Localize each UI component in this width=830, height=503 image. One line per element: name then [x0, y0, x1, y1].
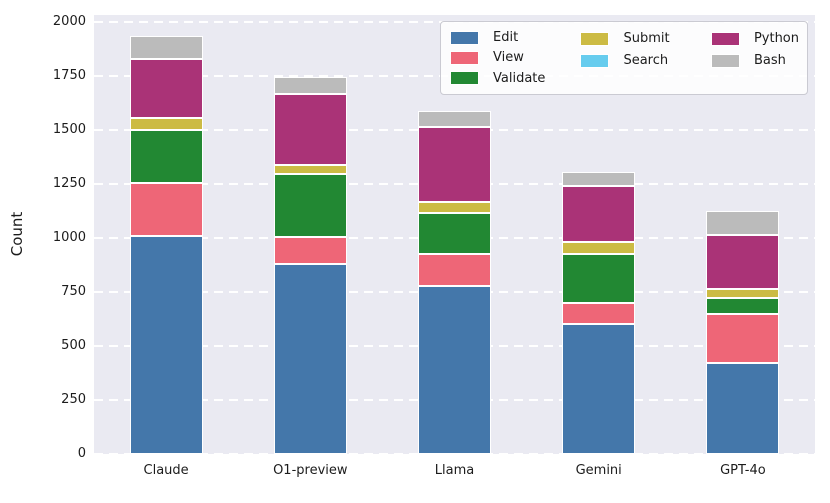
legend-label: Edit	[493, 30, 519, 46]
legend-label: Validate	[493, 70, 546, 86]
bar-segment-validate-llama	[418, 213, 491, 255]
bar-segment-validate-claude	[129, 129, 203, 183]
y-tick-label: 1500	[52, 121, 86, 137]
legend-item-submit: Submit	[580, 28, 710, 49]
y-tick-label: 250	[61, 391, 86, 407]
bar-segment-python-gpt-4o	[706, 234, 780, 289]
legend-swatch-bash	[710, 53, 740, 68]
legend-label: Search	[623, 53, 669, 68]
bar-segment-submit-gpt-4o	[706, 288, 780, 299]
legend-swatch-validate	[450, 71, 479, 86]
gridline-0	[94, 453, 815, 455]
legend-item-view: View	[450, 48, 580, 67]
bar-segment-edit-llama	[418, 285, 491, 454]
x-tick-label-o1-preview: O1-preview	[273, 463, 348, 478]
bar-segment-view-gpt-4o	[706, 313, 780, 364]
bar-segment-python-claude	[129, 58, 203, 119]
x-tick-label-gemini: Gemini	[575, 463, 622, 478]
bar-segment-python-o1-preview	[273, 94, 347, 165]
bar-segment-validate-gpt-4o	[706, 298, 780, 314]
bar-segment-submit-gemini	[562, 242, 636, 255]
legend-swatch-view	[450, 50, 479, 65]
legend-column: Python Bash	[710, 28, 799, 88]
legend-item-edit: Edit	[450, 28, 580, 47]
y-tick-label: 1250	[52, 175, 86, 191]
bar-segment-bash-llama	[418, 110, 491, 127]
bar-segment-view-claude	[129, 182, 203, 236]
y-tick-label: 500	[61, 337, 86, 353]
bar-segment-edit-gemini	[562, 324, 636, 454]
bar-segment-submit-o1-preview	[273, 164, 347, 175]
bar-segment-edit-claude	[129, 235, 203, 454]
legend-item-search: Search	[580, 50, 710, 71]
bar-segment-validate-o1-preview	[273, 174, 347, 237]
legend-swatch-python	[710, 31, 740, 46]
legend-label: Submit	[623, 31, 670, 46]
y-tick-label: 750	[61, 283, 86, 299]
bar-segment-view-gemini	[562, 302, 636, 325]
y-tick-label: 1750	[52, 67, 86, 83]
bar-segment-view-llama	[418, 254, 491, 286]
bar-segment-bash-gemini	[562, 172, 636, 187]
bar-segment-edit-gpt-4o	[706, 363, 780, 454]
plot-area: Edit View Validate Submit Search Python Bash	[94, 15, 815, 455]
x-tick-label-llama: Llama	[434, 463, 475, 478]
legend-item-bash: Bash	[710, 50, 799, 71]
bar-segment-edit-o1-preview	[273, 263, 347, 454]
legend-column: Submit Search	[580, 28, 710, 88]
bar-segment-submit-claude	[129, 118, 203, 130]
legend-item-python: Python	[710, 28, 799, 49]
legend-swatch-submit	[580, 31, 610, 46]
x-tick-label-claude: Claude	[143, 463, 189, 478]
bar-segment-python-llama	[418, 126, 491, 203]
legend-column: Edit View Validate	[450, 28, 580, 88]
bar-segment-bash-o1-preview	[273, 77, 347, 95]
y-tick-label: 0	[77, 446, 86, 461]
bar-segment-validate-gemini	[562, 254, 636, 303]
legend: Edit View Validate Submit Search Python Bash	[440, 21, 808, 95]
legend-label: View	[493, 50, 524, 66]
x-tick-label-gpt-4o: GPT-4o	[720, 463, 766, 478]
legend-label: Python	[753, 31, 799, 46]
legend-swatch-search	[580, 53, 610, 68]
bar-segment-submit-llama	[418, 202, 491, 214]
bar-segment-view-o1-preview	[273, 236, 347, 264]
y-tick-label: 1000	[52, 229, 86, 245]
bar-segment-bash-claude	[129, 35, 203, 59]
legend-item-validate: Validate	[450, 69, 580, 88]
legend-label: Bash	[753, 53, 786, 68]
bar-segment-python-gemini	[562, 186, 636, 243]
legend-swatch-edit	[450, 30, 479, 45]
bar-segment-bash-gpt-4o	[706, 210, 780, 235]
y-tick-label: 2000	[52, 13, 86, 29]
